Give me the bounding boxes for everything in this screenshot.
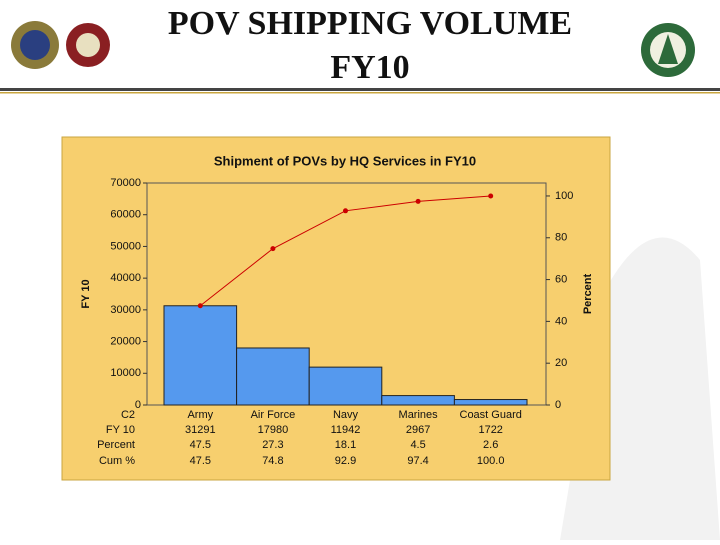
table-cell: 47.5 xyxy=(190,455,211,467)
table-header: C2 xyxy=(121,409,135,421)
row-label: Cum % xyxy=(99,455,135,467)
y2-tick-label: 60 xyxy=(555,273,567,285)
y-tick-label: 50000 xyxy=(110,240,141,252)
y2-tick-label: 40 xyxy=(555,315,567,327)
x-tick-label: Marines xyxy=(399,409,439,421)
bar xyxy=(453,399,528,406)
y-tick-label: 10000 xyxy=(110,367,141,379)
logo xyxy=(76,33,100,57)
cumulative-point xyxy=(415,198,421,204)
table-cell: 97.4 xyxy=(407,455,428,467)
chart-title: Shipment of POVs by HQ Services in FY10 xyxy=(214,153,476,168)
header-rule xyxy=(0,88,720,91)
bar xyxy=(236,347,310,406)
y-tick-label: 40000 xyxy=(110,272,141,284)
table-cell: 92.9 xyxy=(335,455,356,467)
cumulative-point xyxy=(270,246,276,252)
table-cell: 2.6 xyxy=(483,439,498,451)
y-tick-label: 70000 xyxy=(110,177,141,189)
x-tick-label: Coast Guard xyxy=(460,409,522,421)
cumulative-point xyxy=(343,208,348,214)
y-tick-label: 0 xyxy=(135,399,141,411)
y-axis-label: FY 10 xyxy=(80,279,92,308)
y2-tick-label: 100 xyxy=(555,190,573,202)
cumulative-point xyxy=(197,303,203,309)
table-cell: 4.5 xyxy=(410,439,425,451)
table-cell: 18.1 xyxy=(335,439,356,451)
x-tick-label: Army xyxy=(187,409,213,421)
row-label: FY 10 xyxy=(106,424,135,436)
bar xyxy=(308,366,383,406)
y-tick-label: 30000 xyxy=(110,304,141,316)
y2-tick-label: 80 xyxy=(555,232,567,244)
logo xyxy=(20,30,50,60)
table-cell: 2967 xyxy=(406,424,430,436)
table-cell: 47.5 xyxy=(190,439,211,451)
y-tick-label: 60000 xyxy=(110,209,141,221)
table-cell: 17980 xyxy=(258,424,289,436)
y-tick-label: 20000 xyxy=(110,335,141,347)
table-cell: 11942 xyxy=(331,424,361,436)
table-cell: 74.8 xyxy=(262,455,283,467)
slide-title: POV SHIPPING VOLUME xyxy=(168,5,572,42)
logo xyxy=(658,34,678,64)
y2-tick-label: 0 xyxy=(555,399,561,411)
bar xyxy=(163,305,238,406)
header-rule xyxy=(0,92,720,94)
table-cell: 27.3 xyxy=(262,439,283,451)
y2-axis-label: Percent xyxy=(582,273,594,314)
x-tick-label: Navy xyxy=(333,409,359,421)
table-cell: 1722 xyxy=(478,424,502,436)
table-cell: 100.0 xyxy=(477,455,505,467)
bar xyxy=(381,395,455,406)
row-label: Percent xyxy=(97,439,135,451)
slide-title: FY10 xyxy=(330,49,409,86)
y2-tick-label: 20 xyxy=(555,357,567,369)
table-cell: 31291 xyxy=(185,424,216,436)
x-tick-label: Air Force xyxy=(251,409,296,421)
cumulative-point xyxy=(488,193,494,199)
